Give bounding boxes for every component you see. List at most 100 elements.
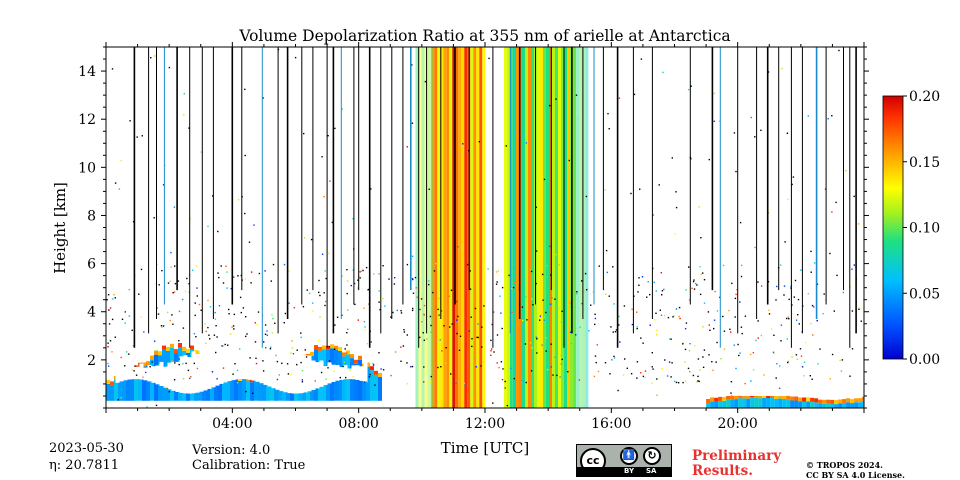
noise-point — [234, 363, 236, 365]
noise-point — [400, 360, 402, 362]
noise-point — [763, 374, 765, 376]
noise-point — [390, 316, 392, 318]
noise-point — [182, 362, 184, 365]
noise-point — [346, 269, 348, 271]
boundary-layer-edge — [774, 394, 779, 399]
boundary-layer-edge — [842, 399, 847, 404]
cloud-mask-strip — [203, 345, 208, 391]
noise-point — [491, 348, 493, 350]
boundary-layer-edge — [854, 398, 859, 403]
boundary-layer-edge — [370, 366, 374, 371]
precip-column-strip — [540, 47, 543, 408]
boundary-layer-edge — [758, 394, 763, 399]
cloud-mask-strip — [319, 360, 324, 387]
boundary-layer-edge — [150, 355, 154, 360]
noise-point — [598, 265, 600, 267]
noise-point — [655, 333, 658, 336]
noise-point — [424, 80, 427, 83]
cloud-mask-strip — [299, 351, 304, 394]
noise-point — [530, 270, 533, 273]
noise-point — [675, 206, 678, 209]
noise-point — [536, 338, 538, 340]
noise-point — [430, 375, 432, 378]
noise-point — [216, 336, 218, 338]
noise-point — [314, 380, 316, 382]
precip-column-strip — [531, 47, 534, 408]
noise-point — [196, 287, 198, 289]
precip-column-strip — [440, 47, 444, 408]
cloud-mask-strip — [826, 333, 831, 396]
boundary-layer-edge — [158, 351, 162, 356]
noise-point — [215, 351, 217, 354]
noise-point — [270, 346, 272, 348]
boundary-layer-edge — [366, 362, 370, 367]
noise-point — [433, 270, 436, 272]
noise-point — [480, 365, 482, 367]
noise-point — [221, 345, 223, 347]
boundary-layer-strip — [362, 367, 366, 401]
boundary-layer-strip — [758, 398, 763, 408]
noise-point — [670, 338, 672, 340]
noise-point — [296, 363, 298, 366]
noise-point — [594, 355, 597, 357]
noise-point — [741, 264, 743, 267]
noise-point — [541, 344, 543, 346]
noise-point — [693, 279, 695, 281]
precip-column-strip — [476, 47, 480, 408]
noise-point — [188, 283, 190, 285]
noise-point — [430, 324, 432, 327]
noise-point — [531, 347, 533, 349]
noise-point — [142, 376, 144, 378]
noise-point — [532, 304, 534, 306]
noise-point — [688, 266, 690, 268]
noise-point — [788, 318, 790, 320]
boundary-layer-strip — [806, 401, 811, 408]
noise-point — [303, 132, 305, 135]
noise-point — [198, 303, 201, 306]
boundary-layer-edge — [730, 395, 735, 400]
noise-point — [458, 349, 461, 351]
noise-point — [536, 352, 538, 354]
cloud-mask-strip — [311, 360, 316, 390]
noise-point — [193, 333, 196, 335]
noise-point — [592, 291, 594, 293]
noise-point — [696, 381, 698, 383]
noise-point — [253, 224, 255, 226]
boundary-layer-strip — [822, 403, 827, 408]
boundary-layer-strip — [254, 380, 258, 401]
noise-point — [343, 361, 346, 363]
noise-point — [173, 206, 176, 208]
noise-point — [675, 191, 677, 193]
cloud-mask-strip — [822, 334, 827, 396]
noise-point — [594, 317, 597, 320]
noise-point — [512, 286, 515, 289]
noise-point — [449, 326, 451, 328]
noise-point — [450, 289, 453, 291]
noise-point — [511, 311, 513, 314]
noise-point — [663, 314, 666, 317]
noise-point — [178, 310, 181, 313]
noise-point — [222, 345, 224, 347]
boundary-layer-strip — [350, 358, 354, 401]
noise-point — [653, 281, 655, 284]
noise-point — [327, 367, 329, 369]
noise-point — [800, 355, 803, 357]
boundary-layer-strip — [250, 382, 254, 401]
noise-point — [794, 279, 797, 282]
noise-point — [423, 381, 425, 383]
boundary-layer-edge — [354, 359, 358, 364]
noise-point — [831, 353, 834, 356]
noise-point — [174, 362, 176, 364]
noise-point — [359, 277, 361, 279]
noise-point — [145, 371, 147, 374]
noise-point — [549, 245, 551, 248]
noise-point — [638, 277, 640, 279]
noise-point — [699, 369, 701, 371]
noise-point — [508, 274, 510, 277]
cloud-mask-strip — [814, 332, 819, 396]
noise-point — [306, 289, 308, 291]
boundary-layer-strip — [370, 370, 374, 401]
cloud-mask-strip — [143, 367, 148, 381]
boundary-layer-strip — [126, 379, 130, 401]
cloud-mask-strip — [762, 335, 767, 396]
